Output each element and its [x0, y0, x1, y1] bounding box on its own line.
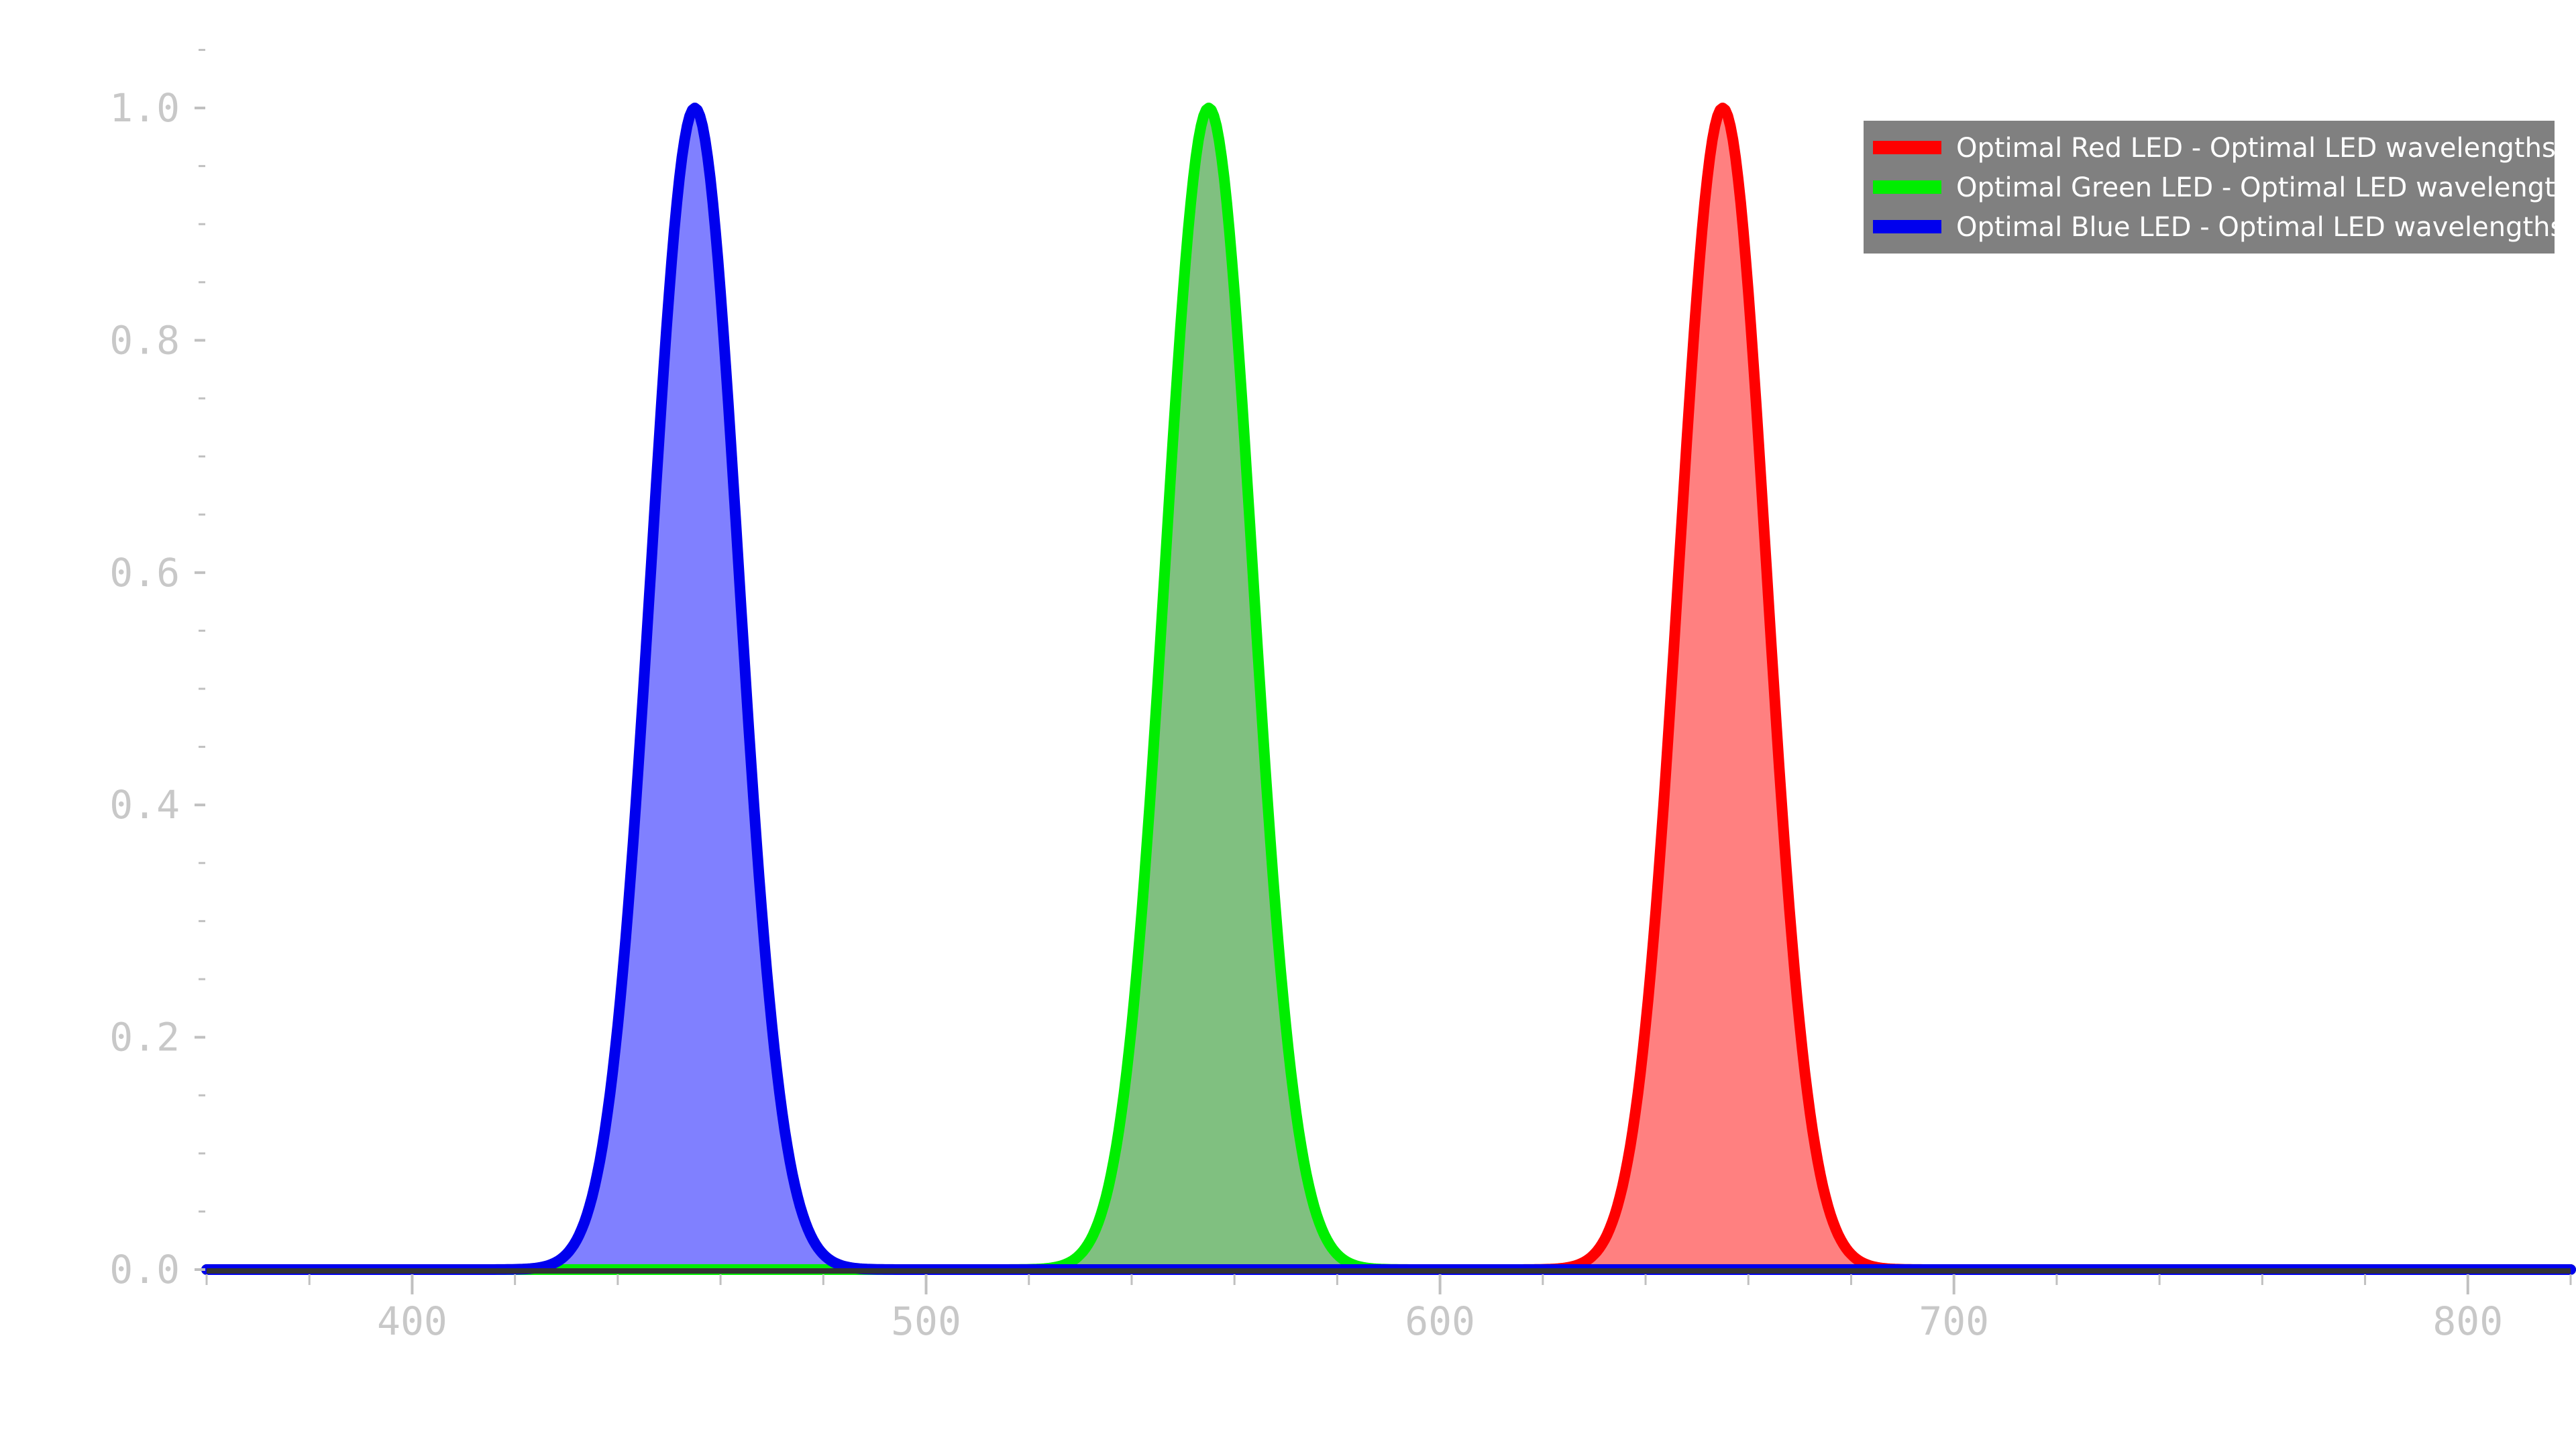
legend-label-green: Optimal Green LED - Optimal LED waveleng…	[1956, 172, 2576, 203]
x-tick-label: 400	[377, 1298, 447, 1344]
series-lines	[201, 103, 2576, 1275]
y-tick-label: 0.6	[109, 550, 180, 596]
x-tick-label: 600	[1405, 1298, 1475, 1344]
series-fill-blue	[207, 108, 2571, 1270]
y-tick-label: 0.2	[109, 1015, 180, 1060]
series-line-blue	[201, 103, 2576, 1275]
legend-box	[1864, 121, 2555, 254]
series-line-green	[201, 103, 2576, 1275]
legend-label-blue: Optimal Blue LED - Optimal LED wavelengt…	[1956, 212, 2564, 243]
legend: Optimal Red LED - Optimal LED wavelength…	[1864, 121, 2576, 254]
tick-labels: 0.0 0.2 0.4 0.6 0.8 1.0 400 500 600 700 800	[109, 85, 2503, 1344]
tick-marks	[195, 48, 2572, 1294]
y-tick-label: 0.8	[109, 317, 180, 363]
x-tick-label: 800	[2432, 1298, 2503, 1344]
legend-swatch-blue	[1873, 220, 1941, 233]
y-tick-label: 0.4	[109, 782, 180, 828]
series-fill-red	[207, 108, 2571, 1270]
series-fills	[207, 108, 2571, 1270]
x-tick-label: 700	[1919, 1298, 1989, 1344]
x-tick-label: 500	[891, 1298, 961, 1344]
legend-swatch-red	[1873, 141, 1941, 154]
legend-label-red: Optimal Red LED - Optimal LED wavelength…	[1956, 133, 2556, 164]
series-fill-green	[207, 108, 2571, 1270]
series-line-red	[201, 103, 2576, 1275]
legend-swatch-green	[1873, 180, 1941, 194]
y-tick-label: 0.0	[109, 1247, 180, 1292]
y-tick-label: 1.0	[109, 85, 180, 131]
